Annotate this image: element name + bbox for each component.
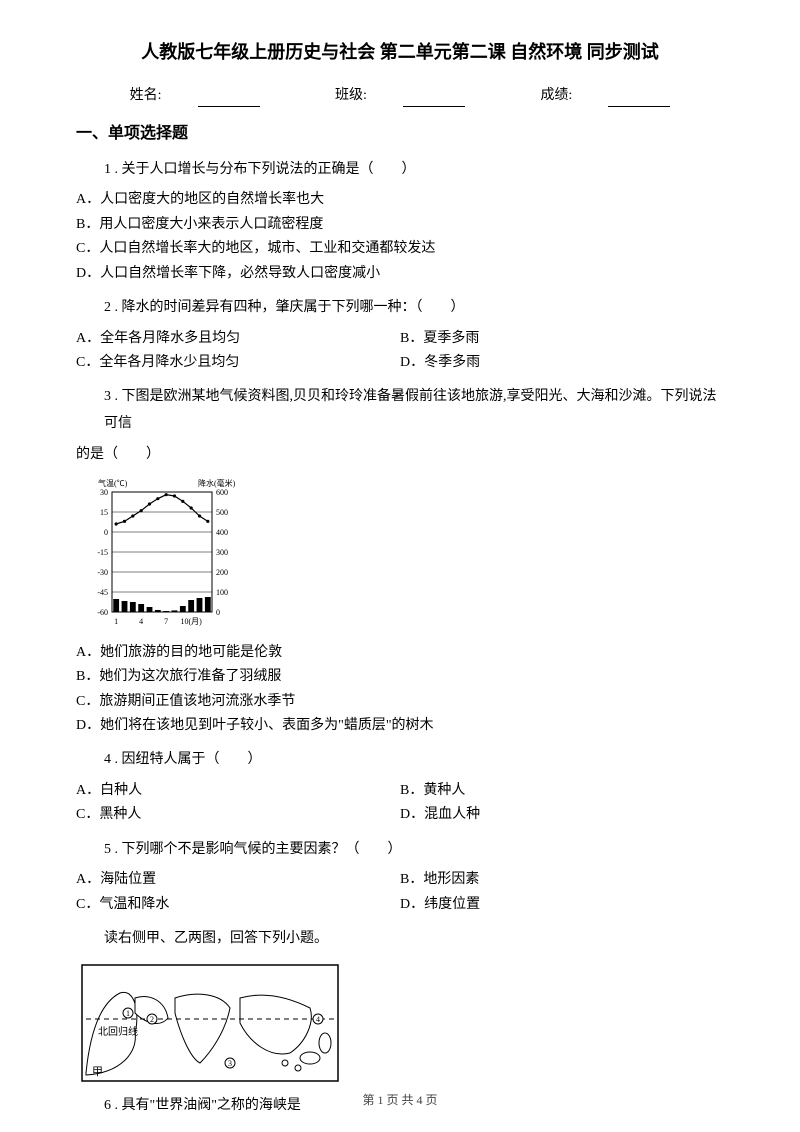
q3-opt-d[interactable]: D．她们将在该地见到叶子较小、表面多为"蜡质层"的树木	[76, 715, 724, 737]
q1-options: A．人口密度大的地区的自然增长率也大 B．用人口密度大小来表示人口疏密程度 C．…	[76, 189, 724, 285]
svg-text:300: 300	[216, 548, 228, 557]
info-line: 姓名: 班级: 成绩:	[76, 85, 724, 107]
q4-opt-a[interactable]: A．白种人	[76, 780, 400, 802]
q5-opt-c[interactable]: C．气温和降水	[76, 894, 400, 916]
svg-text:7: 7	[164, 617, 168, 626]
svg-text:-30: -30	[97, 568, 108, 577]
q2-text: 2 . 降水的时间差异有四种，肇庆属于下列哪一种：（ ）	[76, 295, 724, 322]
svg-text:-15: -15	[97, 548, 108, 557]
svg-text:降水(毫米): 降水(毫米)	[198, 478, 236, 488]
section-1-header: 一、单项选择题	[76, 121, 724, 147]
q1-opt-d[interactable]: D．人口自然增长率下降，必然导致人口密度减小	[76, 263, 724, 285]
q3-opt-a[interactable]: A．她们旅游的目的地可能是伦敦	[76, 642, 724, 664]
score-blank[interactable]	[608, 93, 670, 107]
svg-text:-60: -60	[97, 608, 108, 617]
q4-opt-d[interactable]: D．混血人种	[400, 804, 724, 826]
svg-text:500: 500	[216, 508, 228, 517]
page-title: 人教版七年级上册历史与社会 第二单元第二课 自然环境 同步测试	[76, 38, 724, 67]
q4-opt-c[interactable]: C．黑种人	[76, 804, 400, 826]
q4-options: A．白种人 B．黄种人 C．黑种人 D．混血人种	[76, 780, 724, 827]
q4-text: 4 . 因纽特人属于（ ）	[76, 747, 724, 774]
q2-opt-b[interactable]: B．夏季多雨	[400, 328, 724, 350]
climate-chart-svg: 气温(℃) 降水(毫米) 30 600 15 500 0 400 -15 300 -30 200 -45…	[80, 474, 240, 634]
name-label: 姓名:	[130, 88, 162, 103]
q1-opt-b[interactable]: B．用人口密度大小来表示人口疏密程度	[76, 214, 724, 236]
svg-text:600: 600	[216, 488, 228, 497]
svg-text:1: 1	[126, 1009, 130, 1018]
q1-text: 1 . 关于人口增长与分布下列说法的正确是（ ）	[76, 157, 724, 184]
svg-text:-45: -45	[97, 588, 108, 597]
q3-options: A．她们旅游的目的地可能是伦敦 B．她们为这次旅行准备了羽绒服 C．旅游期间正值…	[76, 642, 724, 738]
q5-opt-a[interactable]: A．海陆位置	[76, 869, 400, 891]
class-blank[interactable]	[403, 93, 465, 107]
svg-text:1: 1	[114, 617, 118, 626]
q5-options: A．海陆位置 B．地形因素 C．气温和降水 D．纬度位置	[76, 869, 724, 916]
svg-text:甲: 甲	[92, 1066, 103, 1078]
q5-opt-d[interactable]: D．纬度位置	[400, 894, 724, 916]
q3-text-1: 3 . 下图是欧洲某地气候资料图,贝贝和玲玲准备暑假前往该地旅游,享受阳光、大海…	[76, 384, 724, 437]
svg-text:100: 100	[216, 588, 228, 597]
climate-chart: 气温(℃) 降水(毫米) 30 600 15 500 0 400 -15 300 -30 200 -45…	[80, 474, 240, 634]
svg-text:0: 0	[216, 608, 220, 617]
svg-text:2: 2	[150, 1015, 154, 1024]
q2-opt-a[interactable]: A．全年各月降水多且均匀	[76, 328, 400, 350]
svg-text:15: 15	[100, 508, 108, 517]
q3-text-2: 的是（ ）	[76, 444, 724, 466]
q3-opt-c[interactable]: C．旅游期间正值该地河流涨水季节	[76, 691, 724, 713]
q5-opt-b[interactable]: B．地形因素	[400, 869, 724, 891]
svg-text:200: 200	[216, 568, 228, 577]
score-label: 成绩:	[540, 88, 572, 103]
q2-opt-c[interactable]: C．全年各月降水少且均匀	[76, 352, 400, 374]
map-intro: 读右侧甲、乙两图，回答下列小题。	[76, 926, 724, 953]
q1-opt-c[interactable]: C．人口自然增长率大的地区，城市、工业和交通都较发达	[76, 238, 724, 260]
svg-text:3: 3	[228, 1059, 232, 1068]
name-blank[interactable]	[198, 93, 260, 107]
map-figure: 1 2 3 4 北回归线甲	[80, 963, 340, 1083]
class-label: 班级:	[335, 88, 367, 103]
q5-text: 5 . 下列哪个不是影响气候的主要因素？（ ）	[76, 837, 724, 864]
map-svg: 1 2 3 4 北回归线甲	[80, 963, 340, 1083]
svg-text:4: 4	[316, 1015, 320, 1024]
q4-opt-b[interactable]: B．黄种人	[400, 780, 724, 802]
svg-text:10(月): 10(月)	[181, 617, 203, 626]
q2-options: A．全年各月降水多且均匀 B．夏季多雨 C．全年各月降水少且均匀 D．冬季多雨	[76, 328, 724, 375]
page-number: 第 1 页 共 4 页	[0, 1091, 800, 1110]
q1-opt-a[interactable]: A．人口密度大的地区的自然增长率也大	[76, 189, 724, 211]
svg-text:30: 30	[100, 488, 108, 497]
svg-text:北回归线: 北回归线	[98, 1025, 138, 1038]
svg-text:400: 400	[216, 528, 228, 537]
svg-text:气温(℃): 气温(℃)	[98, 478, 128, 488]
q3-opt-b[interactable]: B．她们为这次旅行准备了羽绒服	[76, 666, 724, 688]
svg-text:0: 0	[104, 528, 108, 537]
svg-text:4: 4	[139, 617, 143, 626]
q2-opt-d[interactable]: D．冬季多雨	[400, 352, 724, 374]
